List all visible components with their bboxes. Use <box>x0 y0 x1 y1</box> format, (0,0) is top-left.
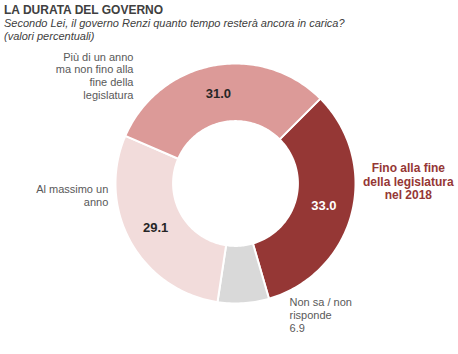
svg-text:Più di un annoma non fino alla: Più di un annoma non fino allafine della… <box>56 51 135 101</box>
svg-text:Fino alla finedella legislatur: Fino alla finedella legislaturanel 2018 <box>363 161 454 203</box>
html-text:Secondo Lei, il governo Renzi: Secondo Lei, il governo Renzi quanto tem… <box>4 17 345 42</box>
svg-text:Non sa / nonrisponde6.9: Non sa / nonrisponde6.9 <box>290 296 352 333</box>
html-text:LA DURATA DEL GOVERNO: LA DURATA DEL GOVERNO <box>4 3 164 17</box>
svg-text:33.0: 33.0 <box>311 198 336 213</box>
svg-text:29.1: 29.1 <box>143 220 168 235</box>
svg-text:31.0: 31.0 <box>206 86 231 101</box>
svg-text:Al massimo unanno: Al massimo unanno <box>36 183 108 208</box>
